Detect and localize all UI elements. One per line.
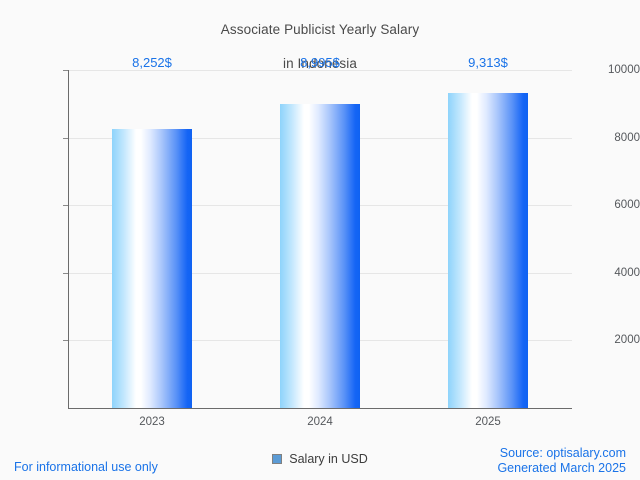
disclaimer-text: For informational use only (14, 460, 158, 474)
y-tick-mark (63, 137, 68, 139)
chart-title-line-1: Associate Publicist Yearly Salary (220, 22, 420, 37)
bar-value-label-2023: 8,252$ (132, 55, 172, 70)
y-tick-label: 4000 (614, 266, 640, 279)
source-text: Source: optisalary.com (499, 446, 626, 460)
generated-text: Generated March 2025 (497, 461, 626, 475)
chart-legend: Salary in USD (0, 452, 640, 466)
x-axis-line (68, 408, 572, 409)
y-tick-label: 8000 (614, 131, 640, 144)
x-category-label-2025: 2025 (475, 416, 501, 428)
y-axis-line (68, 70, 69, 409)
y-tick-mark (63, 205, 68, 207)
source-block: Source: optisalary.com Generated March 2… (497, 446, 626, 476)
x-category-label-2023: 2023 (139, 416, 165, 428)
bar-value-label-2024: 8,995$ (300, 55, 340, 70)
bar-2025[interactable] (448, 93, 528, 408)
legend-item-salary-in-usd[interactable]: Salary in USD (272, 452, 368, 466)
chart-title-line-2: in Indonesia (282, 56, 357, 71)
y-tick-mark (63, 70, 68, 71)
y-tick-label: 6000 (614, 199, 640, 212)
bar-2023[interactable] (112, 129, 192, 408)
gridline (68, 70, 572, 71)
chart-title: Associate Publicist Yearly Salary in Ind… (0, 4, 640, 89)
y-tick-mark (63, 272, 68, 274)
legend-label: Salary in USD (289, 452, 368, 466)
y-tick-label: 10000 (608, 64, 640, 76)
bar-value-label-2025: 9,313$ (468, 55, 508, 70)
legend-swatch-icon (272, 454, 283, 464)
y-tick-label: 2000 (614, 334, 640, 347)
x-category-label-2024: 2024 (307, 416, 333, 428)
y-tick-mark (63, 340, 68, 342)
bar-2024[interactable] (280, 103, 360, 408)
